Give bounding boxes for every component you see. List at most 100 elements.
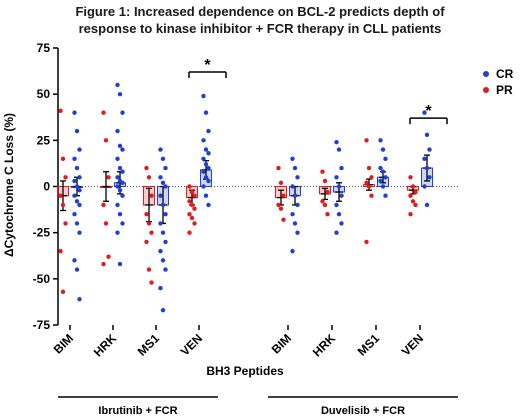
x-tick-label: MS1 [355,331,383,359]
point-pr [320,169,325,174]
point-cr [378,165,383,171]
y-tick-label: -75 [33,318,51,332]
point-cr [72,110,77,115]
point-pr [325,189,330,195]
point-cr [422,184,427,189]
point-pr [413,202,418,208]
point-cr [292,193,298,198]
point-pr [364,239,369,245]
point-cr [115,202,120,208]
point-cr [290,184,295,189]
point-cr [339,221,344,226]
chart-title-line-2: response to kinase inhibitor + FCR thera… [79,21,442,36]
point-pr [146,267,152,272]
y-tick-label: 25 [37,133,51,147]
point-pr [144,239,149,245]
point-cr [74,165,80,171]
point-cr [115,128,120,134]
point-cr [206,151,211,156]
point-cr [160,230,166,235]
point-cr [383,175,388,180]
point-cr [160,156,166,161]
point-pr [322,202,328,208]
point-cr [117,261,123,267]
point-pr [101,110,106,115]
point-pr [144,212,149,217]
point-cr [163,212,168,217]
point-cr [201,169,206,174]
point-pr [413,189,418,195]
point-cr [201,93,206,99]
point-cr [336,212,342,217]
point-cr [158,193,163,198]
point-pr [63,221,68,226]
point-cr [292,165,298,171]
point-cr [115,82,120,88]
point-pr [58,248,63,254]
point-pr [189,189,195,195]
point-pr [146,221,152,226]
point-cr [117,212,123,217]
point-cr [77,147,82,152]
point-pr [369,175,374,180]
point-pr [366,184,372,189]
point-cr [427,175,432,180]
point-cr [206,178,211,184]
point-cr [74,184,80,189]
point-cr [422,110,427,115]
point-pr [58,193,63,198]
point-pr [189,202,195,208]
point-pr [60,156,66,161]
point-pr [144,165,149,171]
point-pr [63,175,68,180]
x-tick-label: BIM [269,331,294,356]
point-cr [163,267,168,272]
point-cr [163,184,168,189]
point-cr [160,202,166,208]
point-pr [320,199,325,204]
significance-star: * [425,103,432,120]
point-cr [115,156,120,161]
group-duvelisib-label: Duvelisib + FCR [321,405,405,417]
y-tick-label: -25 [33,226,51,240]
point-cr [120,180,125,186]
point-cr [378,178,383,184]
point-cr [290,248,295,254]
group-ibrutinib: Ibrutinib + FCR [58,396,218,417]
y-tick-label: 75 [37,41,51,55]
point-cr [203,162,209,167]
point-cr [339,193,344,198]
point-pr [146,175,152,180]
point-pr [281,217,286,222]
point-cr [424,132,430,137]
point-cr [163,165,168,171]
point-cr [201,156,206,161]
point-cr [203,175,209,180]
point-cr [334,202,339,208]
point-cr [422,156,427,161]
point-cr [77,187,82,193]
point-pr [106,254,111,259]
legend-marker-pr [483,87,489,93]
x-axis-label: BH3 Peptides [206,364,284,378]
point-cr [117,143,123,149]
point-cr [206,165,211,171]
point-cr [163,239,168,245]
point-cr [383,156,388,161]
group-ibrutinib-label: Ibrutinib + FCR [98,405,177,417]
point-cr [77,175,82,180]
point-pr [101,261,106,267]
point-pr [187,199,192,204]
legend-label-pr: PR [496,83,513,97]
point-pr [325,212,330,217]
point-cr [120,221,125,226]
significance-star: * [204,57,211,74]
point-pr [366,165,372,171]
point-cr [120,110,125,115]
point-cr [290,212,295,217]
point-cr [206,128,211,134]
point-cr [203,110,209,115]
point-cr [160,308,166,313]
point-cr [424,165,430,171]
point-pr [101,202,106,208]
